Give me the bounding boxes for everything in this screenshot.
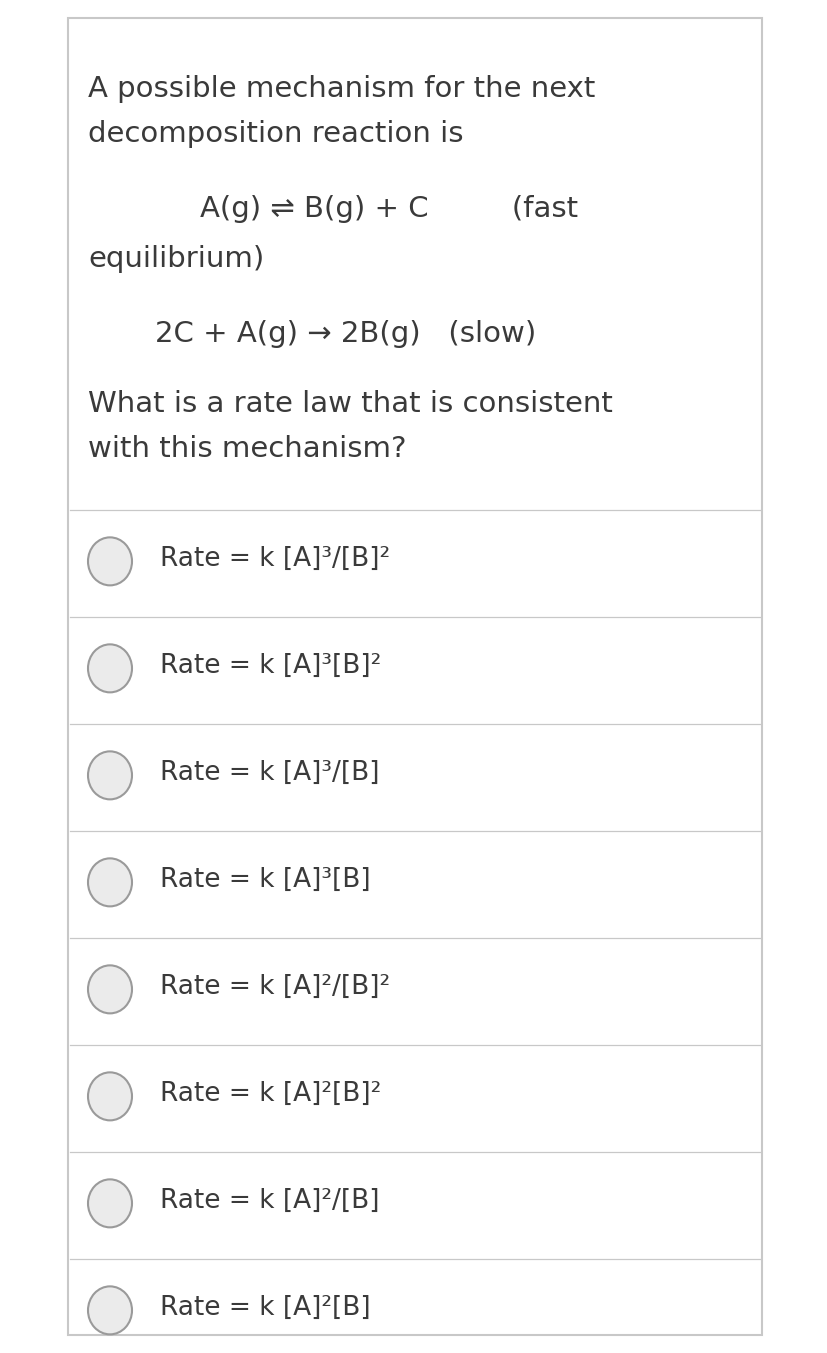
Text: decomposition reaction is: decomposition reaction is (88, 120, 463, 147)
Ellipse shape (88, 751, 131, 800)
Ellipse shape (88, 1073, 131, 1120)
Ellipse shape (88, 1287, 131, 1334)
Text: A(g) ⇌ B(g) + C         (fast: A(g) ⇌ B(g) + C (fast (200, 195, 577, 223)
Text: A possible mechanism for the next: A possible mechanism for the next (88, 74, 595, 103)
Ellipse shape (88, 644, 131, 693)
Text: Rate = k [A]²/[B]: Rate = k [A]²/[B] (160, 1188, 379, 1215)
Bar (68, 18, 761, 1335)
Ellipse shape (88, 858, 131, 907)
Text: 2C + A(g) → 2B(g)   (slow): 2C + A(g) → 2B(g) (slow) (155, 321, 536, 348)
Ellipse shape (88, 1180, 131, 1227)
Text: Rate = k [A]²/[B]²: Rate = k [A]²/[B]² (160, 974, 390, 1000)
Text: Rate = k [A]²[B]: Rate = k [A]²[B] (160, 1295, 370, 1322)
Text: Rate = k [A]³[B]²: Rate = k [A]³[B]² (160, 653, 380, 679)
Text: with this mechanism?: with this mechanism? (88, 436, 406, 463)
Text: What is a rate law that is consistent: What is a rate law that is consistent (88, 390, 612, 418)
Text: Rate = k [A]³/[B]²: Rate = k [A]³/[B]² (160, 547, 390, 572)
Ellipse shape (88, 965, 131, 1013)
Text: equilibrium): equilibrium) (88, 245, 264, 273)
Ellipse shape (88, 537, 131, 586)
Text: Rate = k [A]²[B]²: Rate = k [A]²[B]² (160, 1081, 380, 1107)
Text: Rate = k [A]³/[B]: Rate = k [A]³/[B] (160, 760, 379, 786)
Text: Rate = k [A]³[B]: Rate = k [A]³[B] (160, 867, 370, 893)
